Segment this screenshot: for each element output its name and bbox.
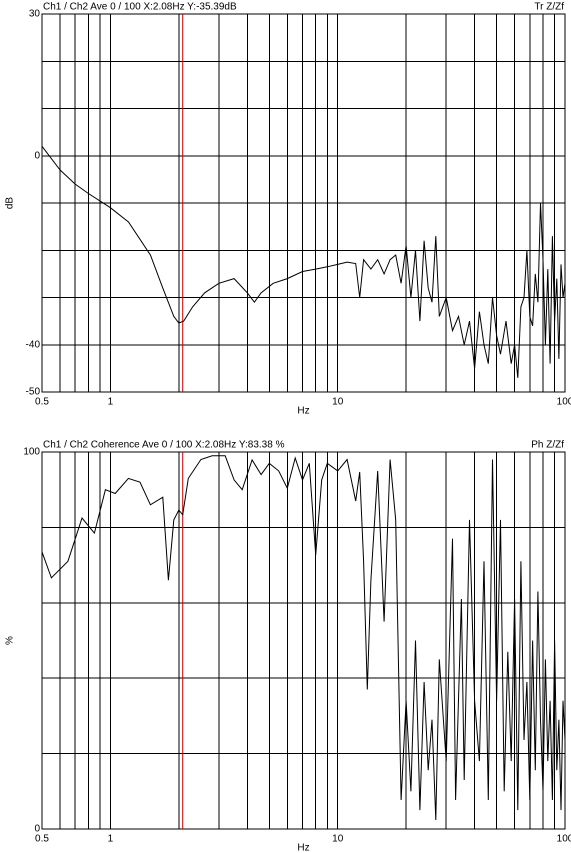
x-tick-label: 10 [332, 834, 344, 845]
x-axis-label: Hz [297, 406, 309, 417]
header: Ch1 / Ch2 Coherence Ave 0 / 100 X:2.08Hz… [43, 440, 285, 451]
x-tick-label: 0.5 [35, 397, 49, 408]
y-tick-label: 0 [34, 824, 40, 835]
y-tick-label: 30 [29, 9, 41, 20]
y-axis-label: dB [5, 197, 16, 210]
x-axis-label: Hz [297, 843, 309, 853]
data-line [41, 145, 566, 378]
header-right: Ph Z/Zf [531, 440, 564, 451]
plot-area [41, 451, 566, 830]
y-tick-label: -40 [26, 339, 41, 350]
y-axis-label: % [5, 636, 16, 645]
x-tick-label: 10 [332, 397, 344, 408]
header-right: Tr Z/Zf [534, 2, 564, 13]
y-tick-label: 100 [23, 447, 40, 458]
x-tick-label: 100 [557, 397, 571, 408]
y-tick-label: 0 [34, 150, 40, 161]
x-tick-label: 100 [557, 834, 571, 845]
x-tick-label: 0.5 [35, 834, 49, 845]
y-tick-label: -50 [26, 387, 41, 398]
header: Ch1 / Ch2 Ave 0 / 100 X:2.08Hz Y:-35.39d… [43, 2, 237, 13]
data-line [41, 455, 566, 821]
x-tick-label: 1 [108, 397, 114, 408]
x-tick-label: 1 [108, 834, 114, 845]
